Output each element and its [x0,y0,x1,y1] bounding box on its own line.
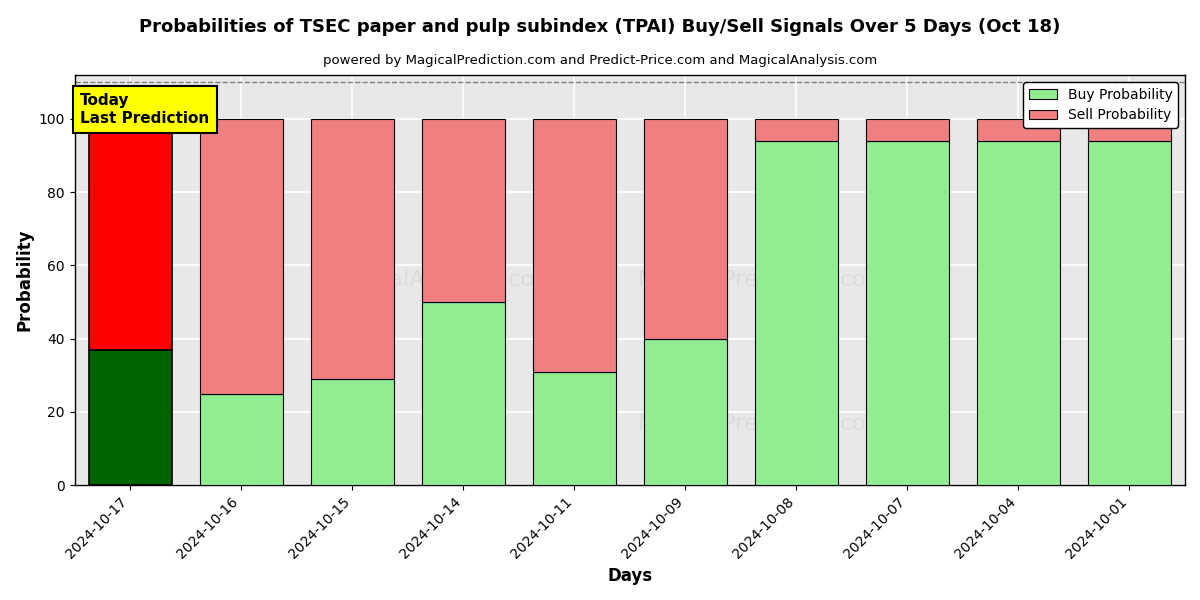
Bar [977,141,1060,485]
Text: Today
Last Prediction: Today Last Prediction [80,94,210,126]
Text: Probabilities of TSEC paper and pulp subindex (TPAI) Buy/Sell Signals Over 5 Day: Probabilities of TSEC paper and pulp sub… [139,18,1061,36]
Bar [1088,119,1171,141]
Bar [865,119,949,141]
Bar [199,394,283,485]
Bar [1088,141,1171,485]
Bar [199,119,283,394]
Y-axis label: Probability: Probability [16,229,34,331]
Bar [643,119,727,338]
X-axis label: Days: Days [607,567,653,585]
Bar [533,371,616,485]
Bar [311,119,394,379]
Bar [89,119,172,350]
Bar [643,338,727,485]
Bar [533,119,616,371]
Bar [89,350,172,485]
Text: powered by MagicalPrediction.com and Predict-Price.com and MagicalAnalysis.com: powered by MagicalPrediction.com and Pre… [323,54,877,67]
Bar [421,302,505,485]
Bar [755,141,838,485]
Bar [311,379,394,485]
Bar [865,141,949,485]
Text: MagicalPrediction.com: MagicalPrediction.com [638,270,888,290]
Text: MagicalPrediction.com: MagicalPrediction.com [638,413,888,434]
Bar [421,119,505,302]
Legend: Buy Probability, Sell Probability: Buy Probability, Sell Probability [1024,82,1178,128]
Text: MagicalAnalysis.com: MagicalAnalysis.com [325,270,557,290]
Bar [755,119,838,141]
Bar [977,119,1060,141]
